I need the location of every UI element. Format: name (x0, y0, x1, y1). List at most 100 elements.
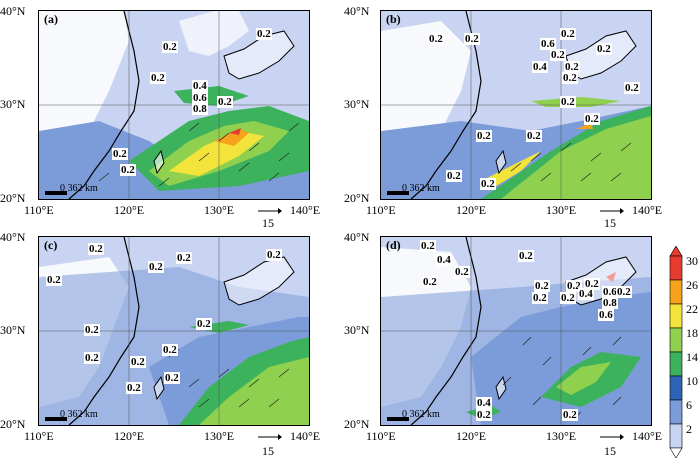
colorbar (669, 246, 683, 458)
panel-d-lat-40: 40°N (344, 230, 370, 244)
panel-d-contour-label-17: 0.2 (476, 409, 492, 421)
colorbar-tick-14: 14 (686, 350, 698, 364)
panel-b-contour-label-6: 0.2 (596, 43, 612, 55)
panel-c-contour-label-12: 0.2 (164, 372, 180, 384)
panel-b-contour-label-5: 0.2 (550, 49, 566, 61)
panel-a-lon-110: 110°E (24, 203, 54, 217)
panel-c-vector-arrow (258, 434, 282, 440)
panel-a-tag: (a) (44, 12, 58, 26)
panel-b-lon-120: 120°E (456, 203, 487, 217)
panel-b-contour-label-9: 0.2 (562, 72, 578, 84)
panel-b-contour-label-16: 0.2 (480, 178, 496, 190)
panel-c-contour-label-8: 0.2 (84, 352, 100, 364)
panel-b-lat-40: 40°N (344, 4, 370, 18)
panel-c-contour-label-3: 0.2 (176, 252, 192, 264)
panel-c-contour-label-6: 0.2 (84, 324, 100, 336)
panel-c-lat-30: 30°N (0, 323, 26, 337)
panel-d-lat-30: 30°N (344, 323, 370, 337)
colorbar-tick-30: 30 (686, 254, 698, 268)
panel-a-vector-ref: 15 (262, 216, 274, 230)
panel-d-contour-label-5: 0.2 (422, 276, 438, 288)
panel-c-vector-ref: 15 (262, 444, 274, 458)
map-panel-b (380, 10, 652, 200)
panel-c-contour-label-9: 0.2 (162, 344, 178, 356)
panel-c-tag: (c) (44, 238, 58, 252)
panel-a-lon-120: 120°E (114, 203, 145, 217)
panel-d: (d) 0 362 km 0.2 0.4 0.2 0.2 0.2 0.2 0.2… (344, 230, 700, 464)
panel-b-lon-130: 130°E (546, 203, 577, 217)
panel-a-contour-label-1: 0.2 (162, 41, 178, 53)
panel-b-lat-20: 20°N (344, 191, 370, 205)
panel-b-lon-110: 110°E (366, 203, 396, 217)
panel-d-lon-120: 120°E (456, 429, 487, 443)
panel-a-lat-40: 40°N (0, 4, 26, 18)
panel-d-contour-label-8: 0.2 (584, 278, 600, 290)
colorbar-tick-10: 10 (686, 374, 698, 388)
panel-d-contour-label-6: 0.2 (534, 280, 550, 292)
panel-d-scale-label: 0 362 km (402, 409, 440, 420)
panel-d-vector-arrow (600, 434, 624, 440)
panel-c-contour-label-4: 0.2 (266, 249, 282, 261)
colorbar-tick-22: 22 (686, 302, 698, 316)
panel-d-contour-label-11: 0.8 (602, 297, 618, 309)
panel-b-contour-label-4: 0.6 (540, 38, 556, 50)
panel-d-contour-label-13: 0.2 (532, 292, 548, 304)
panel-b-contour-label-13: 0.2 (526, 130, 542, 142)
panel-c-contour-label-10: 0.2 (130, 356, 146, 368)
panel-b-lat-30: 30°N (344, 97, 370, 111)
panel-b-vector-arrow (600, 208, 624, 214)
panel-a-lon-140: 140°E (290, 203, 321, 217)
colorbar-tick-18: 18 (686, 326, 698, 340)
panel-c-contour-label-5: 0.2 (46, 274, 62, 286)
panel-d-contour-label-7: 0.2 (566, 280, 582, 292)
map-panel-d (380, 236, 652, 426)
panel-d-contour-label-3: 0.2 (454, 266, 470, 278)
panel-a-scale-label: 0 362 km (60, 183, 98, 194)
panel-d-lon-130: 130°E (546, 429, 577, 443)
panel-c-lat-40: 40°N (0, 230, 26, 244)
panel-a: (a) 0 362 km 0.2 0.2 0.2 0.4 0.6 0.8 0.2… (0, 0, 350, 232)
panel-a-vector-arrow (258, 208, 282, 214)
panel-d-tag: (d) (386, 238, 401, 252)
map-panel-c (38, 236, 310, 426)
colorbar-tick-2: 2 (686, 422, 692, 436)
panel-d-contour-label-9: 0.4 (578, 288, 594, 300)
panel-b-contour-label-7: 0.4 (532, 61, 548, 73)
map-graphic-b (381, 11, 651, 199)
panel-c-lon-120: 120°E (114, 429, 145, 443)
panel-b-tag: (b) (386, 12, 401, 26)
panel-c-scale-label: 0 362 km (60, 409, 98, 420)
panel-b-contour-label-14: 0.2 (476, 130, 492, 142)
panel-a-contour-label-9: 0.2 (120, 164, 136, 176)
map-graphic-a (39, 11, 309, 199)
panel-d-contour-label-12: 0.6 (598, 309, 614, 321)
panel-d-vector-ref: 15 (604, 444, 616, 458)
panel-a-contour-label-4: 0.4 (192, 80, 208, 92)
panel-b-contour-label-15: 0.2 (446, 170, 462, 182)
panel-d-contour-label-2: 0.4 (436, 254, 452, 266)
colorbar-tick-26: 26 (686, 278, 698, 292)
panel-d-lon-140: 140°E (632, 429, 663, 443)
panel-c-lon-140: 140°E (290, 429, 321, 443)
panel-a-contour-label-5: 0.6 (192, 92, 208, 104)
panel-b-vector-ref: 15 (604, 216, 616, 230)
panel-a-lon-130: 130°E (204, 203, 235, 217)
panel-a-contour-label-8: 0.2 (112, 148, 128, 160)
panel-b-contour-label-1: 0.2 (428, 33, 444, 45)
panel-d-contour-label-10: 0.6 (602, 286, 618, 298)
panel-d-contour-label-16: 0.4 (476, 397, 492, 409)
map-panel-a (38, 10, 310, 200)
panel-b-contour-label-10: 0.2 (624, 82, 640, 94)
panel-c-contour-label-2: 0.2 (148, 261, 164, 273)
panel-d-lon-110: 110°E (366, 429, 396, 443)
panel-c-contour-label-7: 0.2 (196, 318, 212, 330)
colorbar-tick-6: 6 (686, 398, 692, 412)
panel-c-contour-label-11: 0.2 (126, 382, 142, 394)
panel-d-contour-label-14: 0.2 (560, 292, 576, 304)
panel-b-lon-140: 140°E (632, 203, 663, 217)
panel-d-contour-label-1: 0.2 (420, 240, 436, 252)
map-graphic-d (381, 237, 651, 425)
panel-a-contour-label-2: 0.2 (256, 28, 272, 40)
panel-d-lat-20: 20°N (344, 417, 370, 431)
panel-c-lon-110: 110°E (24, 429, 54, 443)
